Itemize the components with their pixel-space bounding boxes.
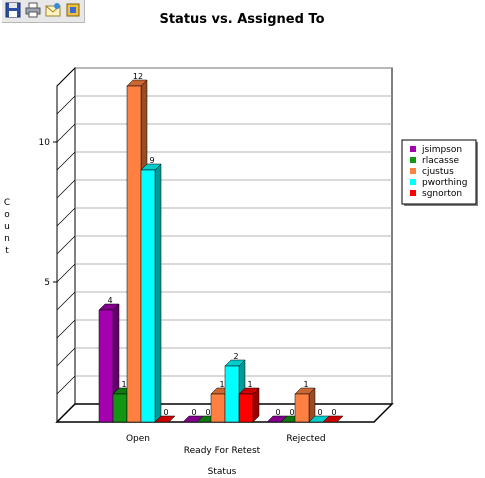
- grid-line: [56, 319, 76, 339]
- data-label: 0: [331, 408, 336, 417]
- bar-sgnorton-2: [322, 415, 344, 423]
- legend-swatch: [410, 157, 416, 163]
- grid-line: [56, 263, 76, 283]
- save-button[interactable]: [4, 1, 22, 19]
- export-button[interactable]: [64, 1, 82, 19]
- x-tick-label: Open: [126, 434, 150, 444]
- email-button[interactable]: [44, 1, 62, 19]
- chart-toolbar: [2, 0, 85, 23]
- data-label: 0: [191, 408, 196, 417]
- data-label: 1: [247, 380, 252, 389]
- save-icon: [5, 2, 21, 18]
- data-label: 4: [107, 296, 112, 305]
- data-label: 0: [163, 408, 168, 417]
- bar-sgnorton-0: [154, 415, 176, 423]
- y-tick-label: 5: [44, 278, 50, 288]
- chart-bars: [98, 79, 344, 423]
- x-tick-label: Ready For Retest: [184, 446, 261, 456]
- x-axis-title: Status: [208, 467, 237, 477]
- legend-swatch: [410, 179, 416, 185]
- legend-entry: pworthing: [422, 178, 467, 188]
- legend-swatch: [410, 146, 416, 152]
- bar-pworthing-0: [140, 163, 162, 423]
- grid-line: [56, 151, 76, 171]
- legend-swatch: [410, 190, 416, 196]
- data-label: 2: [233, 352, 238, 361]
- export-icon: [66, 3, 80, 17]
- chart-title: Status vs. Assigned To: [159, 12, 324, 27]
- grid-line: [56, 95, 76, 115]
- legend-entry: cjustus: [422, 167, 454, 177]
- email-icon: [45, 3, 61, 17]
- data-label: 0: [205, 408, 210, 417]
- grid-line: [56, 207, 76, 227]
- print-icon: [25, 2, 41, 18]
- grid-line: [56, 179, 76, 199]
- legend-swatch: [410, 168, 416, 174]
- data-label: 0: [289, 408, 294, 417]
- grid-line: [56, 67, 76, 87]
- print-button[interactable]: [24, 1, 42, 19]
- legend-entry: sgnorton: [422, 189, 462, 199]
- grid-line: [56, 375, 76, 395]
- data-label: 1: [219, 380, 224, 389]
- data-label: 9: [149, 156, 154, 165]
- x-tick-label: Rejected: [286, 434, 325, 444]
- grid-line: [56, 291, 76, 311]
- data-label: 1: [121, 380, 126, 389]
- bar-cjustus-2: [294, 387, 316, 423]
- grid-line: [56, 123, 76, 143]
- data-label: 12: [133, 72, 143, 81]
- data-label: 1: [303, 380, 308, 389]
- data-label: 0: [275, 408, 280, 417]
- legend-entry: rlacasse: [422, 156, 460, 166]
- grid-line: [56, 235, 76, 255]
- bar-sgnorton-1: [238, 387, 260, 423]
- grid-line: [56, 347, 76, 367]
- y-tick-label: 10: [39, 138, 51, 148]
- legend-entry: jsimpson: [421, 145, 462, 155]
- data-label: 0: [317, 408, 322, 417]
